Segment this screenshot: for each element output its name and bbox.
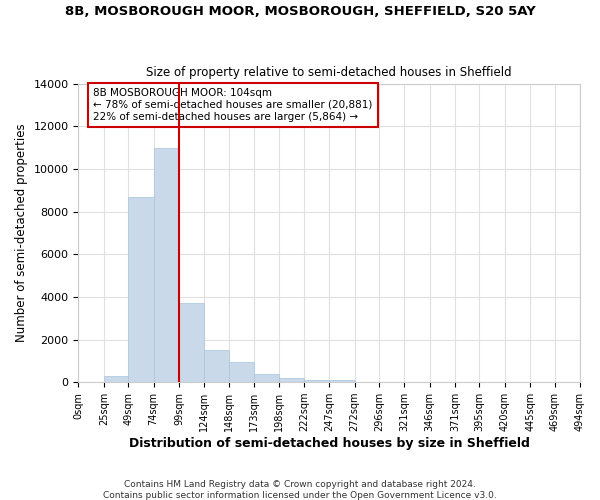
- Bar: [304, 380, 329, 382]
- Bar: [205, 350, 229, 382]
- X-axis label: Distribution of semi-detached houses by size in Sheffield: Distribution of semi-detached houses by …: [129, 437, 530, 450]
- Bar: [179, 304, 205, 382]
- Bar: [280, 378, 304, 382]
- Text: 8B MOSBOROUGH MOOR: 104sqm
← 78% of semi-detached houses are smaller (20,881)
22: 8B MOSBOROUGH MOOR: 104sqm ← 78% of semi…: [94, 88, 373, 122]
- Bar: [154, 148, 179, 382]
- Bar: [229, 362, 254, 382]
- Bar: [104, 376, 128, 382]
- Bar: [254, 374, 280, 382]
- Text: Contains HM Land Registry data © Crown copyright and database right 2024.
Contai: Contains HM Land Registry data © Crown c…: [103, 480, 497, 500]
- Title: Size of property relative to semi-detached houses in Sheffield: Size of property relative to semi-detach…: [146, 66, 512, 78]
- Y-axis label: Number of semi-detached properties: Number of semi-detached properties: [15, 124, 28, 342]
- Text: 8B, MOSBOROUGH MOOR, MOSBOROUGH, SHEFFIELD, S20 5AY: 8B, MOSBOROUGH MOOR, MOSBOROUGH, SHEFFIE…: [65, 5, 535, 18]
- Bar: [128, 197, 154, 382]
- Bar: [329, 380, 355, 382]
